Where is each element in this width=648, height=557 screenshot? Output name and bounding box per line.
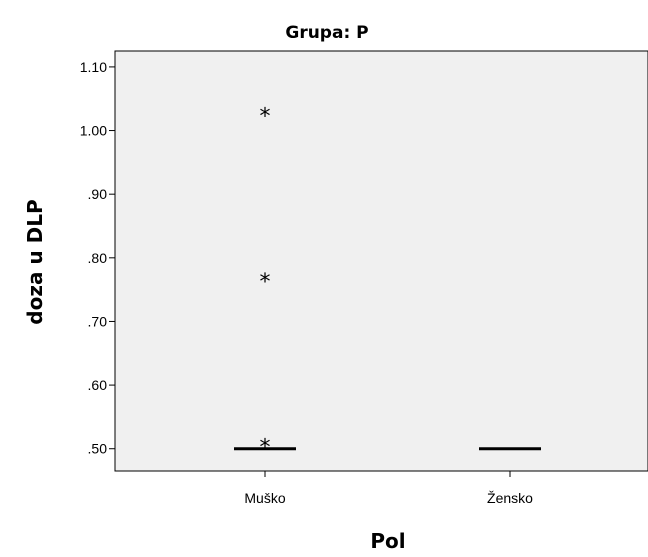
y-axis: .50 .60 .70 .80 .90 1.00 1.10 <box>80 59 115 457</box>
y-tick-label: .70 <box>88 313 108 329</box>
chart-title: Grupa: P <box>285 23 368 43</box>
x-tick-label: Muško <box>244 490 285 506</box>
y-tick-label: 1.10 <box>80 59 107 75</box>
x-axis: Muško Žensko <box>244 471 533 506</box>
y-tick-label: .60 <box>88 377 108 393</box>
y-tick-label: .80 <box>88 250 108 266</box>
y-tick-label: 1.00 <box>80 123 107 139</box>
extreme-marker: * <box>260 104 271 129</box>
extreme-marker: * <box>260 435 271 460</box>
y-tick-label: .90 <box>88 186 108 202</box>
plot-area <box>114 50 648 472</box>
y-axis-label: doza u DLP <box>23 199 47 324</box>
y-tick-label: .50 <box>88 441 108 457</box>
boxes: * * * <box>234 104 541 460</box>
extreme-marker: * <box>260 270 271 295</box>
x-tick-label: Žensko <box>487 490 533 506</box>
x-axis-label: Pol <box>370 529 405 553</box>
